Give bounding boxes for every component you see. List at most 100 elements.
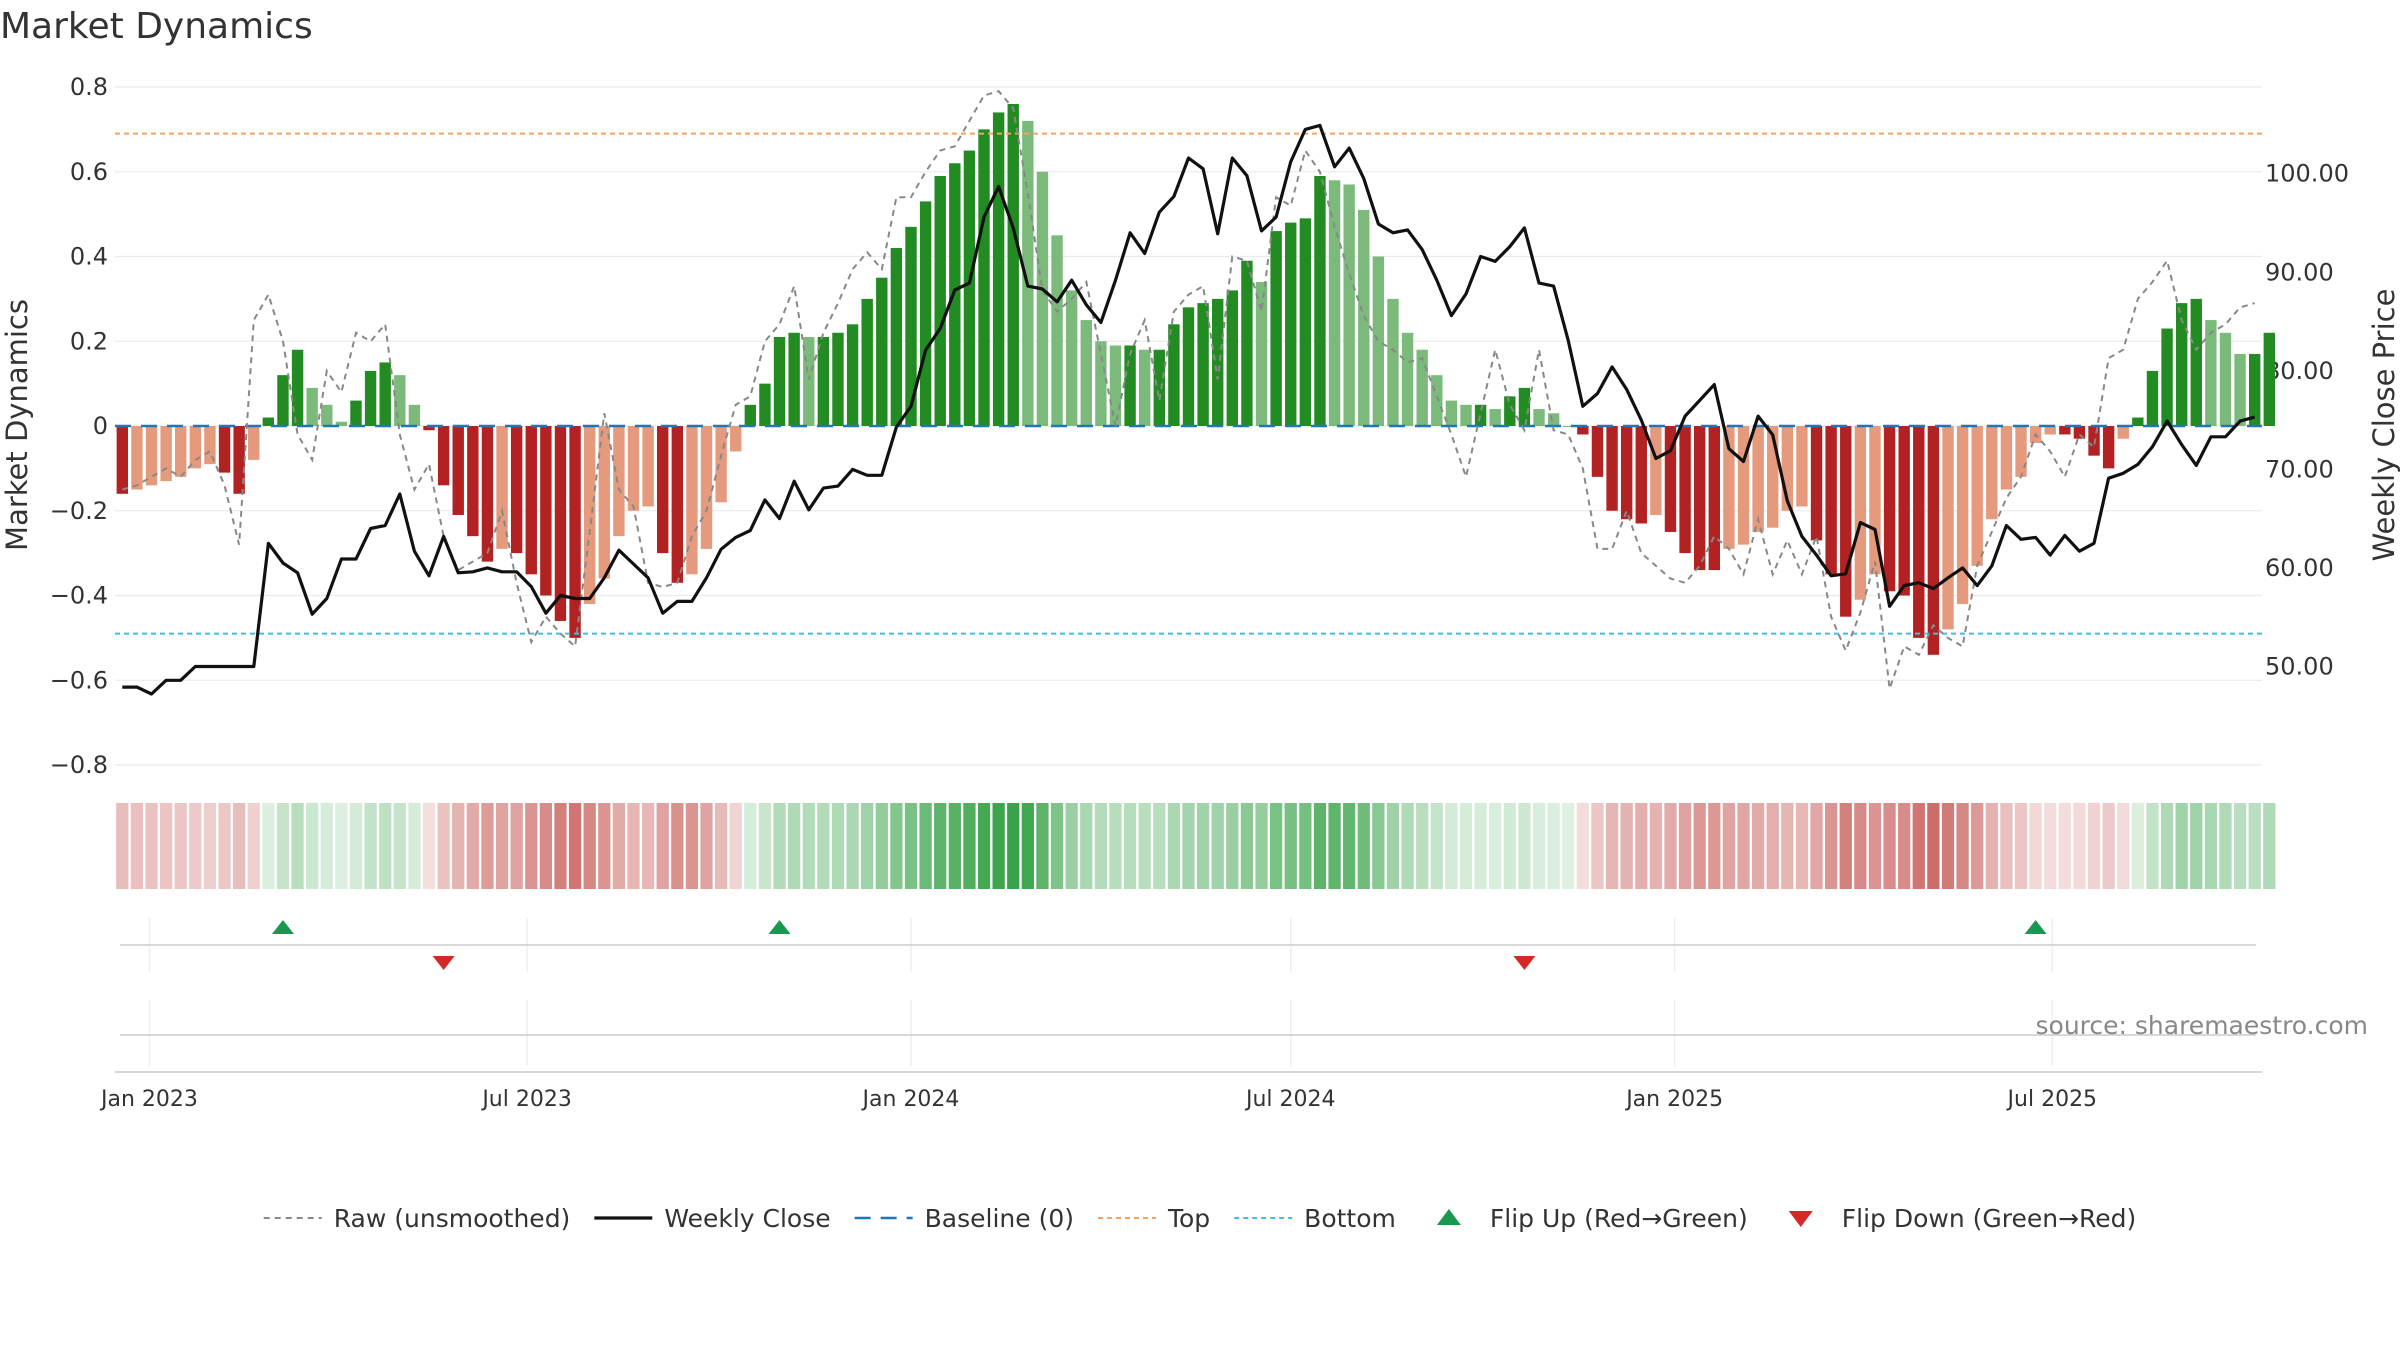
- regime-strip-cell: [408, 803, 421, 889]
- market-dynamics-bar: [1810, 426, 1823, 541]
- market-dynamics-bar: [321, 404, 333, 426]
- regime-strip-cell: [1080, 803, 1093, 889]
- market-dynamics-bar: [1942, 426, 1954, 630]
- market-dynamics-bar: [350, 400, 362, 426]
- regime-strip-cell: [218, 803, 231, 889]
- regime-strip-cell: [1489, 803, 1502, 889]
- market-dynamics-bar: [204, 426, 216, 465]
- regime-strip-cell: [1664, 803, 1677, 889]
- market-dynamics-bar: [992, 112, 1005, 427]
- date-tick-label: Jul 2023: [480, 1087, 572, 1112]
- market-dynamics-bar: [2219, 332, 2232, 426]
- regime-strip-cell: [685, 803, 699, 889]
- regime-strip-cell: [2248, 803, 2261, 889]
- market-dynamics-bar: [1474, 404, 1487, 426]
- market-dynamics-bar: [554, 426, 567, 621]
- regime-strip-cell: [598, 803, 611, 889]
- regime-strip-cell: [174, 803, 187, 889]
- market-dynamics-bar: [1182, 307, 1195, 426]
- regime-strip-cell: [641, 803, 655, 889]
- regime-strip-cell: [1985, 803, 1998, 889]
- market-dynamics-bar: [890, 248, 903, 426]
- regime-strip-cell: [2014, 803, 2028, 889]
- left-y-tick-label: −0.6: [50, 666, 108, 694]
- market-dynamics-bar: [2073, 426, 2086, 439]
- market-dynamics-bar: [1971, 426, 1983, 566]
- market-dynamics-bar: [1036, 171, 1049, 426]
- market-dynamics-bar: [1679, 426, 1691, 554]
- market-dynamics-bar: [175, 426, 187, 477]
- regime-strip-cell: [1372, 803, 1385, 889]
- regime-strip-cell: [934, 803, 947, 889]
- market-dynamics-bar: [452, 426, 464, 515]
- regime-strip-cell: [276, 803, 290, 889]
- market-dynamics-bar: [671, 426, 684, 583]
- market-dynamics-bar: [1547, 413, 1560, 426]
- regime-strip-cell: [291, 803, 304, 889]
- market-dynamics-bar: [1212, 298, 1224, 426]
- regime-strip-cell: [320, 803, 333, 889]
- left-y-tick-label: 0.2: [70, 327, 108, 355]
- regime-strip-cell: [525, 803, 538, 889]
- regime-strip-cell: [2073, 803, 2086, 889]
- market-dynamics-bar: [2059, 426, 2071, 435]
- regime-strip-cell: [890, 803, 903, 889]
- market-dynamics-bar: [1693, 426, 1706, 571]
- right-y-tick-label: 90.00: [2265, 258, 2334, 286]
- date-tick-label: Jan 2024: [861, 1087, 960, 1112]
- market-dynamics-bar: [116, 426, 128, 494]
- regime-strip-cell: [1678, 803, 1692, 889]
- regime-strip-cell: [773, 803, 786, 889]
- legend-label: Bottom: [1304, 1204, 1396, 1233]
- legend-item-close: Weekly Close: [594, 1204, 831, 1233]
- regime-strip-cell: [130, 803, 144, 889]
- market-dynamics-bar: [131, 426, 143, 490]
- market-dynamics-bar: [569, 426, 581, 638]
- market-dynamics-bar: [189, 426, 202, 469]
- market-dynamics-bar: [715, 426, 727, 503]
- legend-label: Flip Up (Red→Green): [1490, 1204, 1748, 1233]
- regime-strip-cell: [1182, 803, 1195, 889]
- regime-strip-cell: [1328, 803, 1341, 889]
- regime-strip-cell: [2204, 803, 2218, 889]
- market-dynamics-bar: [1723, 426, 1735, 549]
- regime-strip-cell: [656, 803, 669, 889]
- market-dynamics-bar: [627, 426, 640, 511]
- market-dynamics-bar: [394, 375, 406, 426]
- regime-strip-cell: [1138, 803, 1151, 889]
- right-y-tick-label: 100.00: [2265, 160, 2349, 188]
- market-dynamics-bar: [1869, 426, 1881, 575]
- regime-strip-cell: [788, 803, 801, 889]
- left-y-tick-label: −0.4: [50, 582, 108, 610]
- regime-strip-cell: [2190, 803, 2203, 889]
- right-y-tick-labels: 100.00 90.00 80.00 70.00 60.00 50.00: [2265, 160, 2349, 681]
- date-tick-label: Jul 2024: [1244, 1087, 1336, 1112]
- flip-down-marker: [1513, 956, 1536, 970]
- regime-strip-cell: [583, 803, 596, 889]
- market-dynamics-bar: [1328, 180, 1341, 426]
- market-dynamics-bar: [1285, 222, 1297, 426]
- legend-label: Weekly Close: [664, 1204, 830, 1233]
- market-dynamics-bar: [2117, 426, 2129, 439]
- regime-strip-cell: [612, 803, 626, 889]
- market-dynamics-bar: [277, 375, 289, 426]
- market-dynamics-bar: [1270, 231, 1282, 426]
- market-dynamics-bar: [949, 163, 961, 426]
- market-dynamics-bar: [160, 426, 172, 482]
- market-dynamics-bar: [1854, 426, 1867, 600]
- market-dynamics-bar: [1883, 426, 1896, 592]
- legend-item-flipup: Flip Up (Red→Green): [1436, 1204, 1748, 1233]
- regime-strip-cell: [1430, 803, 1443, 889]
- regime-strip-cell: [963, 803, 976, 889]
- market-dynamics-bar: [861, 298, 873, 426]
- market-dynamics-bar: [1387, 298, 1399, 426]
- market-dynamics-bar: [218, 426, 231, 473]
- regime-strip-cell: [802, 803, 815, 889]
- regime-strip-cell: [2000, 803, 2013, 889]
- market-dynamics-bar: [1767, 426, 1779, 528]
- regime-strip-cell: [1459, 803, 1473, 889]
- flip-down-marker: [432, 956, 455, 970]
- regime-strip-cell: [1416, 803, 1429, 889]
- regime-strip-cell: [1781, 803, 1794, 889]
- regime-strip-cell: [1722, 803, 1736, 889]
